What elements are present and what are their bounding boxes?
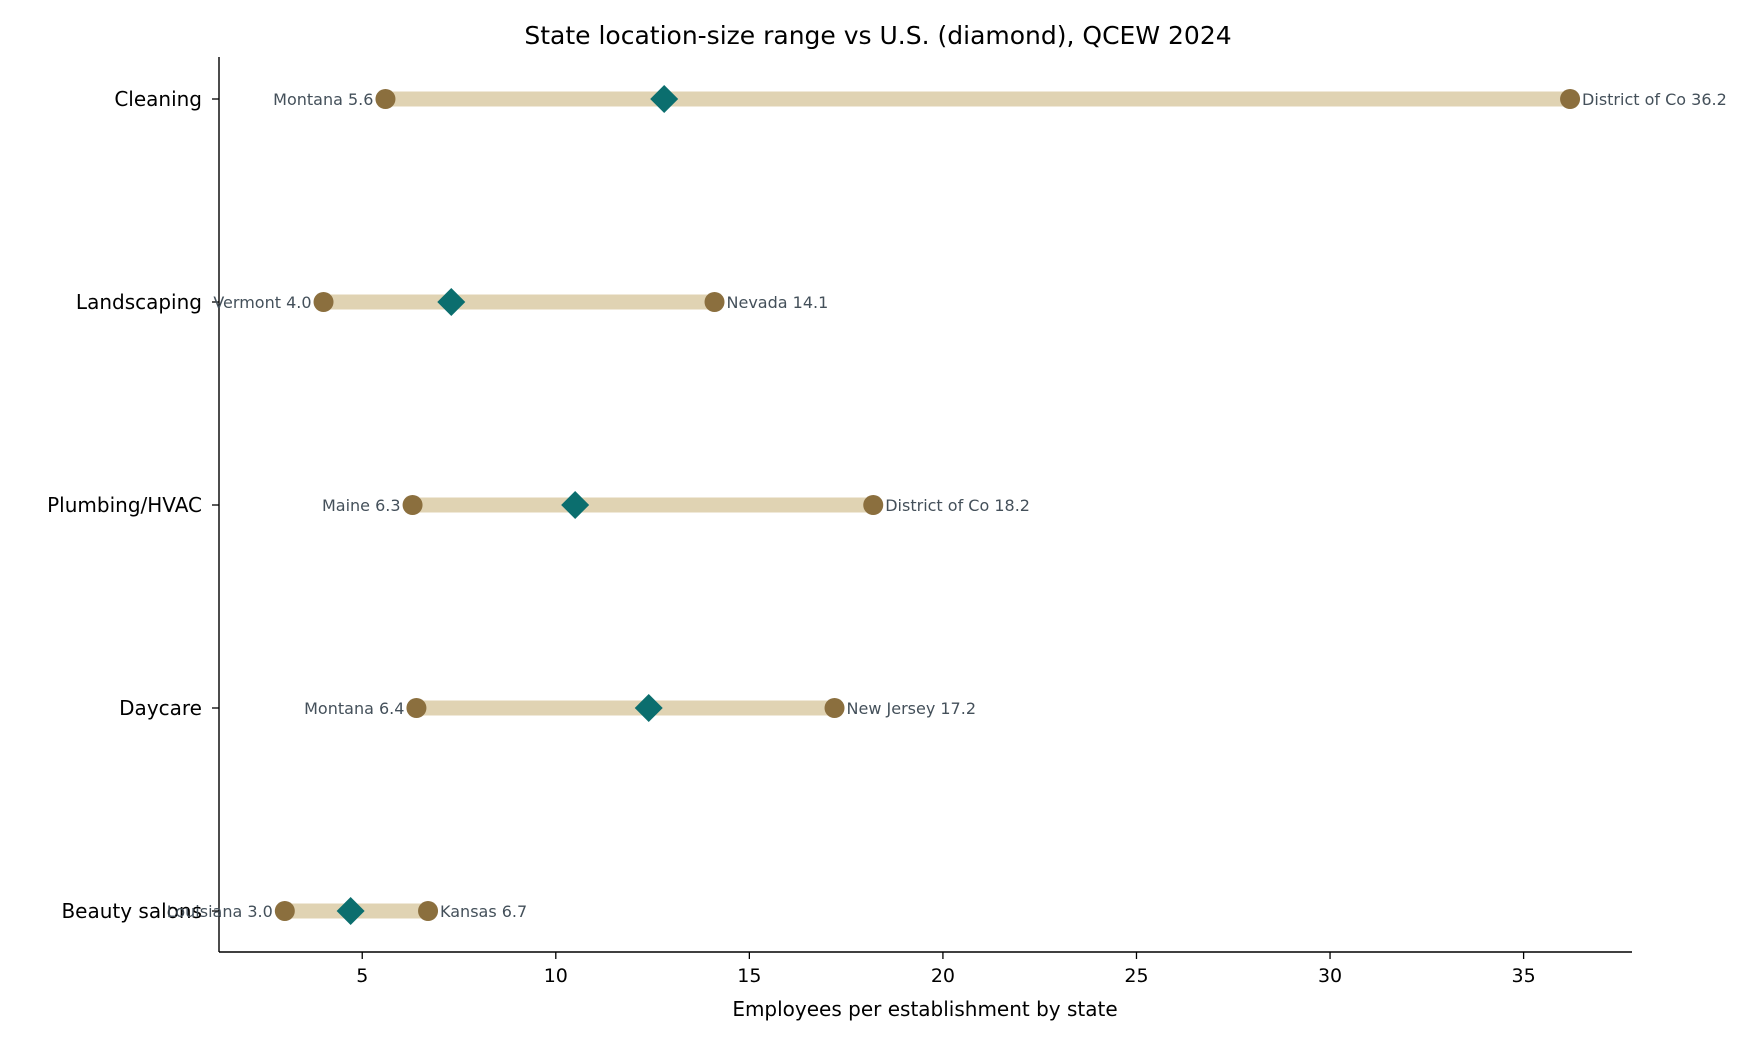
- min-state-point: [274, 901, 295, 921]
- x-tick-label: 15: [737, 965, 761, 987]
- row-daycare: Daycare Montana 6.4 New Jersey 17.2: [119, 694, 976, 722]
- category-label: Cleaning: [114, 87, 202, 111]
- x-tick-label: 25: [1124, 965, 1148, 987]
- chart-title: State location-size range vs U.S. (diamo…: [524, 21, 1231, 50]
- row-cleaning: Cleaning Montana 5.6 District of Co 36.2: [114, 85, 1727, 113]
- x-tick-label: 10: [544, 965, 568, 987]
- min-state-point: [406, 698, 427, 718]
- x-tick-label: 30: [1318, 965, 1342, 987]
- min-state-label: Montana 5.6: [273, 90, 373, 109]
- max-state-point: [863, 495, 884, 515]
- us-diamond: [336, 897, 365, 925]
- us-diamond: [561, 491, 590, 519]
- max-state-label: District of Co 36.2: [1582, 90, 1727, 109]
- chart-rows: Cleaning Montana 5.6 District of Co 36.2 La…: [47, 85, 1727, 925]
- min-state-label: Louisiana 3.0: [167, 902, 273, 921]
- row-plumbing-hvac: Plumbing/HVAC Maine 6.3 District of Co 18.…: [47, 491, 1030, 519]
- x-tick-label: 5: [356, 965, 368, 987]
- x-tick-label: 35: [1512, 965, 1536, 987]
- min-state-point: [402, 495, 423, 515]
- row-landscaping: Landscaping Vermont 4.0 Nevada 14.1: [76, 288, 828, 316]
- min-state-point: [313, 292, 334, 312]
- min-state-label: Vermont 4.0: [213, 293, 311, 312]
- max-state-point: [1560, 89, 1581, 109]
- us-diamond: [650, 85, 679, 113]
- max-state-label: Nevada 14.1: [727, 293, 829, 312]
- category-label: Daycare: [119, 696, 202, 720]
- max-state-label: District of Co 18.2: [885, 496, 1030, 515]
- max-state-point: [418, 901, 439, 921]
- x-axis-ticks: 5 10 15 20 25 30 35: [356, 952, 1536, 987]
- max-state-label: Kansas 6.7: [440, 902, 527, 921]
- max-state-point: [824, 698, 845, 718]
- x-axis-label: Employees per establishment by state: [732, 997, 1117, 1021]
- category-label: Landscaping: [76, 290, 202, 314]
- max-state-point: [704, 292, 725, 312]
- max-state-label: New Jersey 17.2: [847, 699, 976, 718]
- category-label: Beauty salons: [61, 899, 202, 923]
- category-label: Plumbing/HVAC: [47, 493, 202, 517]
- x-tick-label: 20: [931, 965, 955, 987]
- min-state-label: Montana 6.4: [304, 699, 404, 718]
- min-state-label: Maine 6.3: [322, 496, 401, 515]
- min-state-point: [375, 89, 396, 109]
- us-diamond: [437, 288, 466, 316]
- us-diamond: [634, 694, 663, 722]
